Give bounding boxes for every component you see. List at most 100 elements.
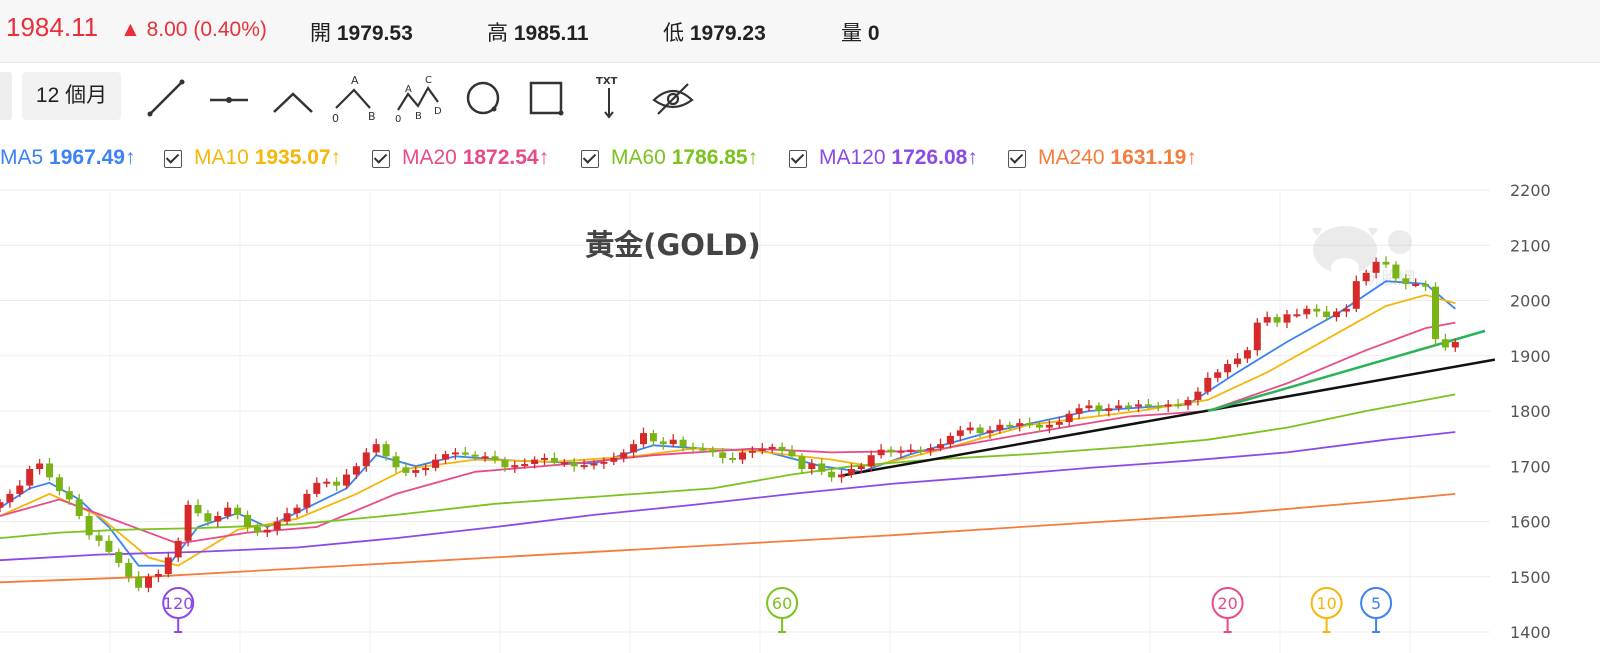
abcd-pattern-tool-icon[interactable]: C A 0 B D	[392, 72, 442, 122]
candle-body	[1234, 358, 1241, 365]
candle-body	[788, 450, 796, 457]
candle-body	[689, 446, 697, 449]
candle-body	[352, 466, 360, 475]
volume: 量 0	[841, 17, 880, 47]
volume-label: 量	[841, 22, 862, 45]
text-tool-icon[interactable]: TXT	[584, 72, 634, 122]
candle-body	[461, 452, 469, 455]
ma20-checkbox[interactable]	[372, 150, 390, 168]
angle-tool-icon[interactable]	[268, 72, 318, 122]
candle-body	[1016, 423, 1024, 426]
y-tick-label: 1700	[1510, 457, 1551, 476]
ma-marker-60: 60	[766, 587, 799, 633]
ma10-value: 1935.07	[254, 146, 331, 169]
candle-body	[1174, 404, 1182, 407]
candle-body	[976, 427, 984, 434]
open-value: 1979.53	[336, 22, 413, 45]
candle-body	[1164, 404, 1172, 407]
candle-body	[36, 463, 44, 470]
candle-body	[570, 462, 578, 467]
circle-tool-icon[interactable]	[458, 72, 508, 122]
ma-marker-5: 5	[1360, 587, 1393, 633]
candle-body	[818, 463, 826, 472]
candle-body	[26, 469, 34, 486]
hide-drawings-icon[interactable]	[648, 72, 698, 122]
candle-body	[125, 562, 133, 577]
candles	[0, 256, 1459, 593]
marker-label: 60	[772, 594, 792, 613]
candle-body	[966, 427, 974, 431]
candle-body	[135, 576, 143, 588]
price-change: ▲ 8.00 (0.40%)	[120, 18, 267, 41]
candle-body	[600, 461, 608, 464]
trend-line	[841, 358, 1496, 477]
ma10-checkbox[interactable]	[164, 150, 182, 168]
horizontal-line-tool-icon[interactable]	[204, 72, 254, 122]
candle-body	[16, 485, 24, 494]
chart-title: 黃金(GOLD)	[585, 228, 761, 262]
ma60-arrow: ↑	[747, 146, 759, 169]
low-label: 低	[663, 22, 684, 45]
candle-body	[1362, 272, 1370, 282]
candle-body	[590, 463, 598, 466]
candle-body	[1263, 317, 1271, 323]
candle-body	[382, 444, 390, 457]
candle-body	[65, 491, 73, 500]
rectangle-tool-icon[interactable]	[522, 72, 572, 122]
candle-body	[748, 450, 756, 453]
ma120-line	[0, 431, 1456, 562]
candle-body	[897, 450, 905, 453]
candle-body	[560, 462, 568, 465]
y-tick-label: 1600	[1510, 513, 1551, 532]
candle-body	[313, 482, 321, 494]
candle-body	[1243, 350, 1251, 359]
candle-body	[1095, 405, 1103, 411]
ma60-checkbox[interactable]	[581, 150, 599, 168]
candle-body	[145, 576, 152, 588]
line-tool-icon[interactable]	[142, 72, 192, 122]
candlestick-chart[interactable]: 玩股網 黃金(GOLD) 120 60 20 10 5 2200 2100 2000 1900…	[0, 180, 1600, 653]
price-axis: 2200 2100 2000 1900 1800 1700 1600 1500 1400	[1510, 181, 1551, 642]
candle-body	[204, 513, 212, 522]
high-label: 高	[487, 22, 508, 45]
ma240-legend: MA240 1631.19↑	[1038, 146, 1197, 170]
svg-text:0: 0	[395, 114, 401, 122]
ma120-legend: MA120 1726.08↑	[819, 146, 978, 170]
candle-body	[1135, 404, 1142, 407]
candle-body	[1105, 408, 1113, 411]
candle-body	[937, 444, 944, 449]
candle-body	[451, 452, 459, 455]
candle-body	[1432, 286, 1439, 340]
candle-body	[1441, 339, 1449, 348]
candle-body	[263, 529, 271, 533]
abc-pattern-tool-icon[interactable]: A 0 B	[330, 72, 380, 122]
candle-body	[739, 452, 746, 460]
candle-body	[1303, 308, 1311, 315]
period-button-12m[interactable]: 12 個月	[22, 72, 121, 120]
candle-body	[531, 459, 539, 465]
low-price: 低 1979.23	[663, 17, 766, 47]
ma20-label: MA20	[402, 146, 457, 169]
candle-body	[996, 424, 1004, 431]
candle-body	[214, 515, 222, 522]
candle-body	[501, 460, 509, 468]
candle-body	[1412, 283, 1420, 286]
marker-label: 10	[1316, 594, 1336, 613]
y-tick-label: 2100	[1510, 236, 1551, 255]
candle-body	[164, 557, 172, 574]
candle-body	[1323, 311, 1331, 318]
candle-body	[1372, 261, 1380, 273]
period-button-prev[interactable]	[0, 72, 12, 120]
candle-body	[917, 449, 925, 452]
ma240-checkbox[interactable]	[1008, 150, 1026, 168]
candle-body	[927, 448, 935, 451]
candle-body	[1333, 311, 1340, 318]
candle-body	[392, 456, 400, 468]
candle-body	[184, 504, 192, 541]
ma120-checkbox[interactable]	[789, 150, 807, 168]
candle-body	[640, 433, 647, 445]
candle-body	[719, 452, 727, 458]
candle-body	[224, 507, 232, 516]
candle-body	[649, 433, 657, 442]
candle-body	[1115, 405, 1123, 409]
